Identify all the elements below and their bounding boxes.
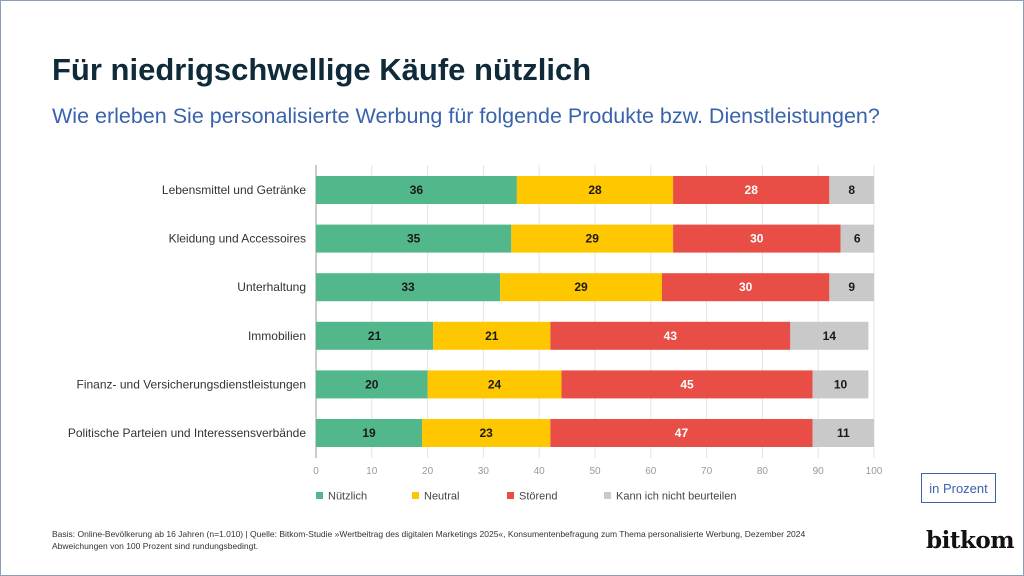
data-label: 28 — [588, 183, 602, 197]
x-tick-label: 50 — [589, 466, 601, 477]
data-label: 36 — [410, 183, 424, 197]
x-tick-label: 80 — [757, 466, 769, 477]
data-label: 30 — [750, 232, 764, 246]
x-tick-label: 100 — [866, 466, 883, 477]
unit-badge: in Prozent — [921, 473, 996, 503]
bar-segment — [316, 419, 423, 447]
footnote-source: Basis: Online-Bevölkerung ab 16 Jahren (… — [52, 529, 806, 539]
data-label: 24 — [488, 377, 502, 391]
bar-segment — [316, 176, 517, 204]
bar-segment — [661, 273, 830, 302]
bar-segment — [316, 370, 428, 399]
x-tick-label: 0 — [313, 466, 319, 477]
bar-segment — [829, 273, 874, 302]
legend-swatch — [604, 492, 611, 499]
legend-swatch — [316, 492, 323, 499]
data-label: 30 — [739, 280, 753, 294]
chart-title: Für niedrigschwellige Käufe nützlich — [52, 52, 592, 87]
category-label: Finanz- und Versicherungsdienstleistunge… — [77, 377, 306, 391]
x-tick-label: 40 — [534, 466, 546, 477]
bar-segment — [561, 370, 813, 399]
data-label: 35 — [407, 232, 421, 246]
legend-swatch — [507, 492, 514, 499]
bar-segment — [516, 176, 674, 204]
chart-subtitle: Wie erleben Sie personalisierte Werbung … — [52, 104, 880, 128]
bar-segment — [829, 176, 874, 204]
x-tick-label: 20 — [422, 466, 434, 477]
category-label: Lebensmittel und Getränke — [162, 183, 306, 197]
bar-segment — [673, 176, 830, 204]
bar-segment — [812, 419, 874, 447]
bar-segment — [673, 224, 841, 253]
bar-segment — [812, 370, 869, 399]
category-label: Immobilien — [248, 329, 306, 343]
data-label: 29 — [586, 232, 600, 246]
x-tick-label: 30 — [478, 466, 490, 477]
bar-segment — [550, 321, 791, 350]
data-label: 43 — [664, 329, 678, 343]
data-label: 21 — [485, 329, 499, 343]
bar-segment — [500, 273, 662, 302]
data-label: 21 — [368, 329, 382, 343]
bar-segment — [422, 419, 551, 447]
data-label: 47 — [675, 426, 689, 440]
x-tick-label: 60 — [645, 466, 657, 477]
data-label: 14 — [823, 329, 837, 343]
footnote: Basis: Online-Bevölkerung ab 16 Jahren (… — [52, 528, 805, 552]
bar-segment — [840, 224, 874, 253]
bar-segment — [790, 321, 869, 350]
x-tick-label: 10 — [366, 466, 378, 477]
data-label: 20 — [365, 377, 379, 391]
data-label: 9 — [848, 280, 855, 294]
legend-label: Neutral — [424, 491, 459, 503]
category-label: Kleidung und Accessoires — [169, 232, 306, 246]
bar-segment — [511, 224, 674, 253]
data-label: 23 — [480, 426, 494, 440]
category-label: Politische Parteien und Interessensverbä… — [68, 426, 306, 440]
data-label: 28 — [745, 183, 759, 197]
data-label: 11 — [837, 426, 850, 440]
bar-segment — [550, 419, 813, 447]
footnote-rounding: Abweichungen von 100 Prozent sind rundun… — [52, 541, 259, 551]
legend-label: Nützlich — [328, 491, 367, 503]
category-label: Unterhaltung — [237, 280, 306, 294]
x-tick-label: 90 — [813, 466, 825, 477]
bar-segment — [433, 321, 551, 350]
data-label: 33 — [401, 280, 415, 294]
bar-segment — [316, 321, 434, 350]
data-label: 6 — [854, 232, 861, 246]
data-label: 29 — [574, 280, 588, 294]
bar-segment — [316, 224, 512, 253]
bar-segment — [427, 370, 562, 399]
bitkom-logo: bitkom — [926, 527, 1015, 554]
data-label: 8 — [848, 183, 855, 197]
data-label: 19 — [362, 426, 376, 440]
legend-label: Störend — [519, 491, 558, 503]
data-label: 45 — [680, 377, 694, 391]
data-label: 10 — [834, 377, 848, 391]
legend-label: Kann ich nicht beurteilen — [616, 491, 736, 503]
bar-segment — [316, 273, 501, 302]
x-tick-label: 70 — [701, 466, 713, 477]
legend-swatch — [412, 492, 419, 499]
